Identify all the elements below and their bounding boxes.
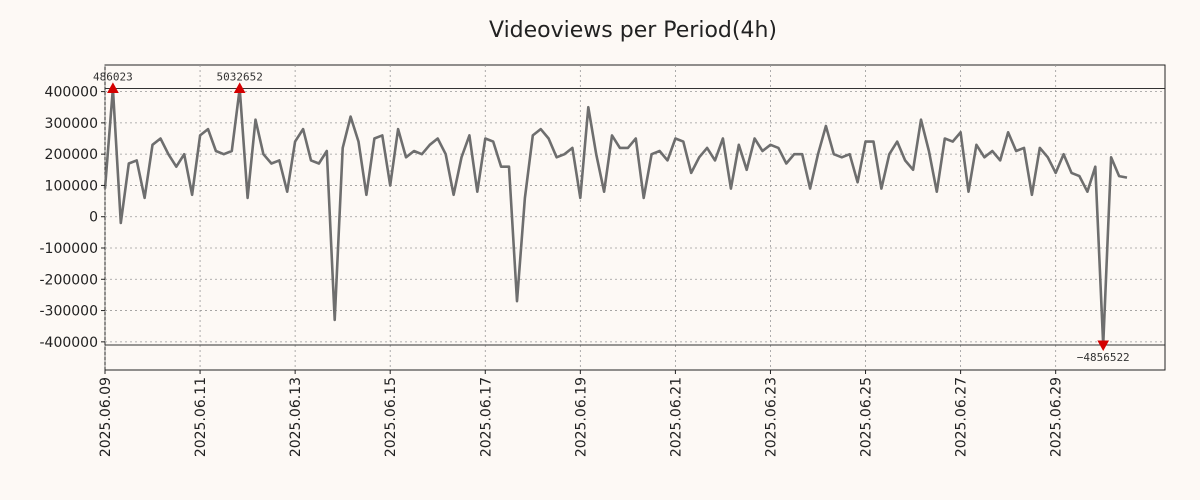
extreme-marker	[1097, 340, 1110, 352]
y-tick-label: -400000	[40, 335, 99, 351]
reference-lines	[105, 87, 1165, 346]
x-tick-label: 2025.06.09	[98, 377, 114, 457]
x-tick-label: 2025.06.21	[668, 377, 684, 457]
x-tick-label: 2025.06.15	[383, 377, 399, 457]
x-tick-label: 2025.06.17	[478, 377, 494, 457]
y-tick-label: 200000	[45, 147, 98, 163]
x-axis-ticks: 2025.06.09 2025.06.11 2025.06.13 2025.06.15…	[98, 370, 1065, 457]
videoviews-series-line	[103, 87, 1128, 347]
x-tick-label: 2025.06.29	[1049, 377, 1065, 457]
x-tick-label: 2025.06.27	[954, 377, 970, 457]
y-tick-label: 0	[89, 210, 98, 226]
extreme-label: 5032652	[216, 70, 262, 83]
x-tick-label: 2025.06.13	[288, 377, 304, 457]
plot-area	[104, 64, 1166, 371]
extreme-marker	[233, 82, 246, 93]
series-layer	[103, 87, 1128, 347]
chart-title: Videoviews per Period(4h)	[489, 18, 777, 43]
y-tick-label: -200000	[40, 272, 99, 288]
extreme-label: 486023	[93, 70, 133, 83]
y-tick-label: 400000	[45, 85, 98, 101]
y-tick-label: 100000	[45, 178, 98, 194]
x-tick-label: 2025.06.19	[573, 377, 589, 457]
annotations: 486023 5032652 −4856522	[93, 70, 1130, 364]
y-tick-label: -300000	[40, 304, 99, 320]
extreme-label: −4856522	[1077, 351, 1130, 364]
x-tick-label: 2025.06.25	[859, 377, 875, 457]
x-tick-label: 2025.06.11	[193, 377, 209, 457]
x-tick-label: 2025.06.23	[763, 377, 779, 457]
y-tick-label: 300000	[45, 116, 98, 132]
y-axis-ticks: 400000 300000 200000 100000 0 -100000 -200000 -…	[40, 85, 105, 351]
extreme-marker	[107, 82, 119, 93]
grid-layer	[104, 65, 1165, 370]
y-tick-label: -100000	[40, 241, 99, 257]
